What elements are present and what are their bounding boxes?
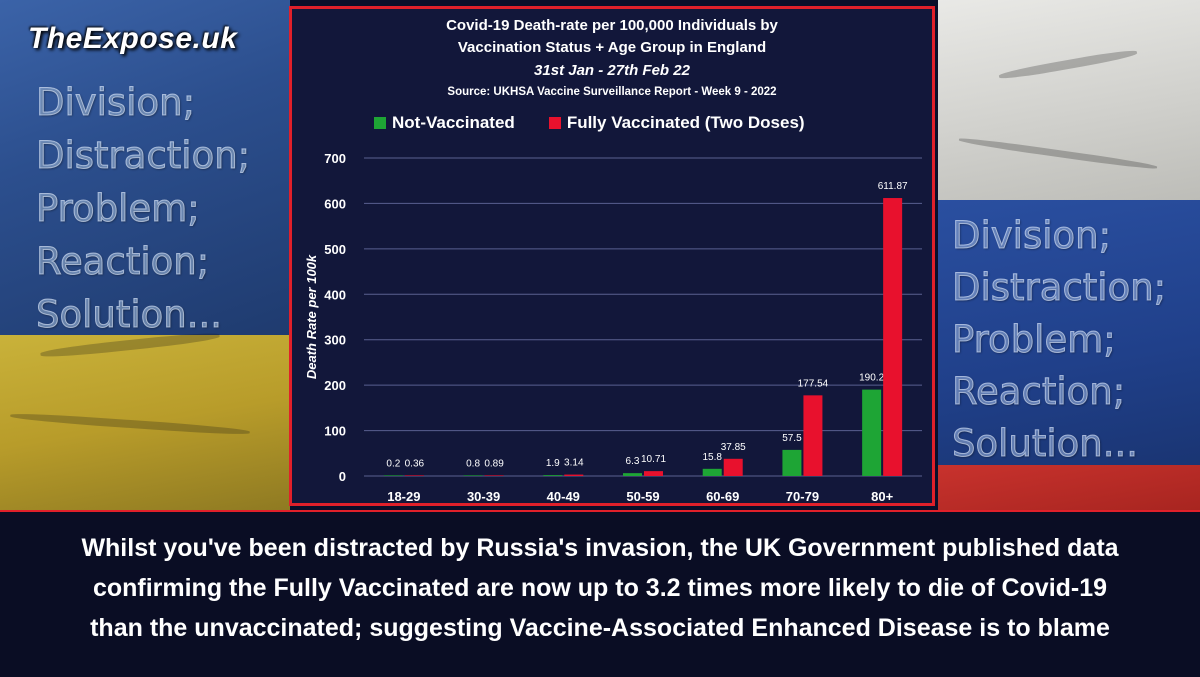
data-label: 3.14 bbox=[564, 458, 584, 469]
x-tick-label: 30-39 bbox=[467, 489, 500, 503]
bar-not-vaccinated bbox=[463, 475, 483, 476]
y-tick-label: 400 bbox=[324, 287, 346, 302]
data-label: 15.8 bbox=[702, 452, 722, 463]
data-label: 57.5 bbox=[782, 433, 802, 444]
brand-logo-text: TheExpose.uk bbox=[28, 22, 238, 55]
russia-flag-background bbox=[938, 0, 1200, 510]
y-axis-label: Death Rate per 100k bbox=[304, 254, 319, 379]
x-tick-label: 80+ bbox=[871, 489, 893, 503]
bar-fully-vaccinated bbox=[484, 475, 504, 476]
data-label: 37.85 bbox=[721, 442, 746, 453]
legend-item-not-vaccinated: Not-Vaccinated bbox=[374, 113, 515, 133]
caption-band: Whilst you've been distracted by Russia'… bbox=[0, 510, 1200, 677]
bar-not-vaccinated bbox=[782, 449, 802, 476]
data-label: 611.87 bbox=[878, 181, 908, 192]
data-label: 177.54 bbox=[798, 378, 829, 389]
bar-fully-vaccinated bbox=[644, 471, 663, 476]
data-label: 190.2 bbox=[859, 373, 884, 384]
x-tick-label: 60-69 bbox=[706, 489, 739, 503]
data-label: 0.89 bbox=[484, 458, 504, 469]
y-tick-label: 700 bbox=[324, 151, 346, 166]
slogan-word: Problem; bbox=[952, 318, 1117, 362]
data-label: 1.9 bbox=[546, 458, 560, 469]
bar-fully-vaccinated bbox=[883, 198, 903, 476]
bar-fully-vaccinated bbox=[564, 474, 584, 476]
bar-not-vaccinated bbox=[702, 468, 722, 476]
bar-not-vaccinated bbox=[862, 389, 882, 476]
ukraine-flag-background bbox=[0, 0, 290, 510]
y-tick-label: 600 bbox=[324, 196, 346, 211]
bar-fully-vaccinated bbox=[723, 458, 743, 476]
slogan-word: Division; bbox=[952, 214, 1112, 258]
bar-not-vaccinated bbox=[543, 475, 563, 476]
flag-blue-stripe bbox=[0, 0, 290, 335]
x-tick-label: 18-29 bbox=[387, 489, 420, 503]
slogan-word: Distraction; bbox=[952, 266, 1167, 310]
flag-red-stripe bbox=[938, 465, 1200, 510]
caption-line-3: than the unvaccinated; suggesting Vaccin… bbox=[90, 614, 1110, 642]
slogan-word: Reaction; bbox=[36, 240, 210, 284]
x-tick-label: 70-79 bbox=[786, 489, 819, 503]
chart-title-line-2: Vaccination Status + Age Group in Englan… bbox=[457, 39, 767, 56]
data-label: 6.3 bbox=[626, 456, 640, 467]
chart-source: Source: UKHSA Vaccine Surveillance Repor… bbox=[447, 86, 777, 98]
slogan-word: Problem; bbox=[36, 187, 201, 231]
flag-blue-stripe bbox=[938, 200, 1200, 465]
y-tick-label: 100 bbox=[324, 424, 346, 439]
flag-white-stripe bbox=[938, 0, 1200, 200]
legend-swatch-green bbox=[374, 117, 386, 129]
legend-swatch-red bbox=[548, 117, 561, 129]
slogan-word: Reaction; bbox=[952, 370, 1126, 414]
legend-label: Fully Vaccinated (Two Doses) bbox=[566, 113, 805, 132]
chart-title-line-1: Covid-19 Death-rate per 100,000 Individu… bbox=[446, 17, 778, 34]
flag-yellow-stripe bbox=[0, 335, 290, 510]
chart-panel: Covid-19 Death-rate per 100,000 Individu… bbox=[289, 6, 935, 506]
data-label: 10.71 bbox=[641, 454, 666, 465]
legend-label: Not-Vaccinated bbox=[392, 113, 515, 132]
bar-not-vaccinated bbox=[623, 473, 642, 476]
chart-legend: Not-Vaccinated Fully Vaccinated (Two Dos… bbox=[374, 113, 805, 133]
bar-not-vaccinated bbox=[383, 475, 403, 476]
data-label: 0.8 bbox=[466, 458, 480, 469]
slogan-word: Division; bbox=[36, 81, 196, 125]
bar-fully-vaccinated bbox=[803, 395, 823, 476]
y-tick-label: 0 bbox=[339, 469, 346, 484]
data-label: 0.2 bbox=[386, 458, 400, 469]
slogan-word: Solution... bbox=[952, 422, 1139, 466]
y-tick-label: 200 bbox=[324, 378, 346, 393]
legend-item-fully-vaccinated: Fully Vaccinated (Two Doses) bbox=[548, 113, 805, 133]
x-tick-label: 50-59 bbox=[626, 489, 659, 503]
chart-date-range: 31st Jan - 27th Feb 22 bbox=[534, 62, 690, 79]
caption-line-2: confirming the Fully Vaccinated are now … bbox=[92, 574, 1108, 602]
slogan-right: Division; Distraction; Problem; Reaction… bbox=[952, 210, 1197, 470]
data-label: 0.36 bbox=[405, 458, 425, 469]
y-tick-label: 500 bbox=[324, 242, 346, 257]
caption-line-1: Whilst you've been distracted by Russia'… bbox=[81, 534, 1119, 562]
bar-fully-vaccinated bbox=[404, 475, 424, 476]
slogan-word: Distraction; bbox=[36, 134, 251, 178]
x-tick-label: 40-49 bbox=[547, 489, 580, 503]
y-tick-label: 300 bbox=[324, 333, 346, 348]
slogan-word: Solution... bbox=[36, 293, 223, 337]
slogan-left: Division; Distraction; Problem; Reaction… bbox=[36, 76, 286, 341]
bar-chart: 0 100 200 300 400 500 600 700 Death Rate per 100… bbox=[304, 151, 922, 503]
